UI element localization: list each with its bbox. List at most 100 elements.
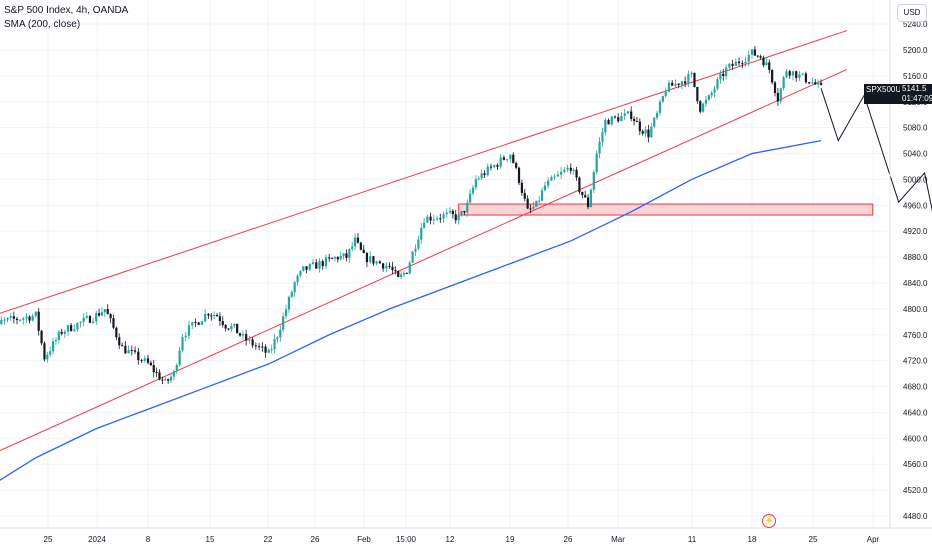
candle-body xyxy=(43,343,46,360)
candle-body xyxy=(227,328,230,330)
candle-body xyxy=(429,216,432,221)
price-tick-label: 4520.0 xyxy=(903,486,928,495)
candle-body xyxy=(109,314,112,319)
flash-icon[interactable]: ⚡ xyxy=(762,514,776,528)
candle-body xyxy=(529,208,532,210)
time-tick-label: 26 xyxy=(311,535,320,544)
price-tick-label: 4800.0 xyxy=(903,305,928,314)
candle-body xyxy=(172,371,175,377)
candle-body xyxy=(388,265,391,267)
channel-lower-line xyxy=(0,68,848,452)
candle-body xyxy=(550,176,553,181)
candle-body xyxy=(710,92,713,96)
candle-body xyxy=(54,340,58,342)
candle-body xyxy=(782,77,785,89)
candle-body xyxy=(9,316,12,318)
time-tick-label: 12 xyxy=(446,535,455,544)
candle-body xyxy=(540,190,544,201)
candle-body xyxy=(70,325,73,331)
price-tick-label: 5040.0 xyxy=(903,150,928,159)
candle-body xyxy=(221,321,224,325)
candle-body xyxy=(566,167,569,170)
candle-body xyxy=(502,157,506,160)
candle-body xyxy=(372,256,375,264)
candle-body xyxy=(127,350,130,354)
candle-body xyxy=(417,239,420,249)
candle-body xyxy=(486,166,489,176)
candle-body xyxy=(435,218,439,220)
candle-body xyxy=(623,113,626,117)
candle-body xyxy=(385,265,388,269)
candle-body xyxy=(146,358,150,363)
candle-body xyxy=(762,57,765,66)
candle-body xyxy=(538,200,541,202)
symbol-title[interactable]: S&P 500 Index, 4h, OANDA xyxy=(4,5,129,16)
candle-body xyxy=(276,337,279,340)
candle-body xyxy=(238,333,242,336)
candle-body xyxy=(457,215,460,221)
candle-body xyxy=(302,266,305,271)
candle-body xyxy=(318,261,321,269)
candle-body xyxy=(293,282,296,293)
price-tick-label: 4880.0 xyxy=(903,253,928,262)
time-axis[interactable]: 25 2024 8 15 22 26 Feb 15:00 12 19 26 Mar 11 18 25 Apr xyxy=(0,527,932,544)
candle-body xyxy=(788,71,791,76)
candle-body xyxy=(547,180,550,186)
time-tick-label: 15 xyxy=(206,535,215,544)
candle-body xyxy=(241,334,245,336)
candle-body xyxy=(632,118,636,122)
candle-body xyxy=(684,81,687,84)
candle-body xyxy=(722,73,725,77)
time-tick-label: Apr xyxy=(867,535,880,544)
candle-body xyxy=(333,257,337,259)
candle-body xyxy=(98,313,101,316)
sma-line xyxy=(0,139,822,481)
candle-body xyxy=(169,376,173,381)
candle-body xyxy=(765,62,768,66)
candle-body xyxy=(798,74,801,79)
time-tick-label: Mar xyxy=(611,535,625,544)
candle-body xyxy=(184,335,187,338)
candle-body xyxy=(103,308,106,313)
candle-body xyxy=(73,329,76,331)
candle-body xyxy=(167,379,170,381)
candle-body xyxy=(60,331,63,334)
candle-body xyxy=(569,167,572,171)
candle-body xyxy=(776,92,779,102)
candle-body xyxy=(181,337,184,351)
candle-body xyxy=(324,257,328,267)
sma-200-line xyxy=(0,139,822,481)
candle-body xyxy=(164,379,167,381)
candle-body xyxy=(161,379,164,381)
candle-body xyxy=(46,354,49,360)
candle-body xyxy=(595,153,598,172)
currency-button[interactable]: USD xyxy=(897,4,927,22)
candle-body xyxy=(311,262,315,265)
candle-body xyxy=(34,311,37,316)
candle-body xyxy=(785,71,788,78)
candle-body xyxy=(3,319,6,321)
candle-body xyxy=(658,101,662,113)
time-tick-label: 26 xyxy=(564,535,573,544)
time-tick-label: 11 xyxy=(688,535,697,544)
candle-body xyxy=(197,322,200,325)
candle-body xyxy=(28,316,31,321)
candle-body xyxy=(753,49,756,56)
indicator-title[interactable]: SMA (200, close) xyxy=(4,19,81,30)
candle-body xyxy=(626,111,630,114)
candle-body xyxy=(445,212,448,215)
symbol-price-label: SPX500USD xyxy=(864,84,912,104)
candle-body xyxy=(598,141,601,154)
candle-body xyxy=(499,157,502,167)
price-tick-label: 4960.0 xyxy=(903,201,928,210)
candle-body xyxy=(345,253,348,258)
last-price-value: 5141.5 xyxy=(902,84,927,93)
candle-body xyxy=(426,216,429,223)
candle-body xyxy=(57,331,60,341)
time-tick-label: 25 xyxy=(809,535,818,544)
price-axis[interactable]: 4480.0 4520.0 4560.0 4600.0 4640.0 4680.0 4720… xyxy=(889,0,928,528)
candle-body xyxy=(613,116,617,118)
candle-body xyxy=(112,318,115,328)
candle-body xyxy=(321,261,324,267)
